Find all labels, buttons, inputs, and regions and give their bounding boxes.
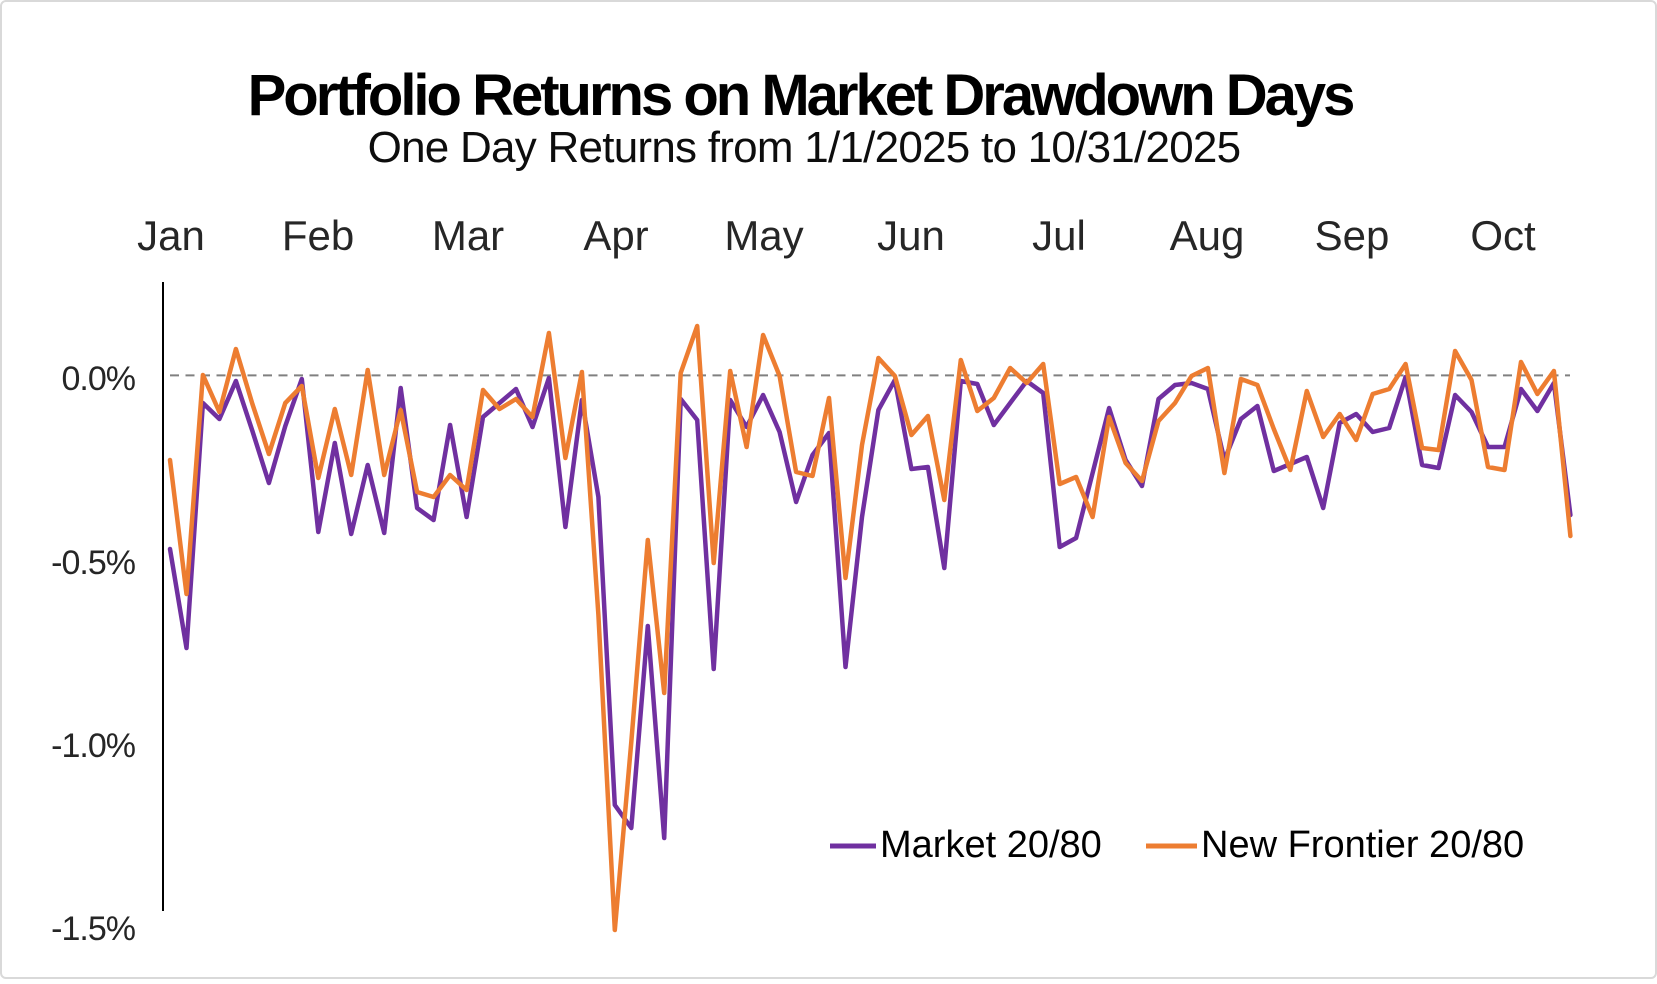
svg-text:New Frontier 20/80: New Frontier 20/80 xyxy=(1201,824,1524,866)
svg-text:Jun: Jun xyxy=(877,212,945,259)
svg-text:-1.5%: -1.5% xyxy=(51,910,136,948)
svg-text:Sep: Sep xyxy=(1315,212,1390,259)
svg-text:One Day Returns from 1/1/2025: One Day Returns from 1/1/2025 to 10/31/2… xyxy=(368,123,1241,172)
svg-text:Portfolio Returns on Market Dr: Portfolio Returns on Market Drawdown Day… xyxy=(248,63,1354,128)
svg-text:-0.5%: -0.5% xyxy=(51,544,136,582)
svg-text:-1.0%: -1.0% xyxy=(51,727,136,765)
svg-text:Jul: Jul xyxy=(1032,212,1086,259)
svg-text:Jan: Jan xyxy=(137,212,205,259)
svg-text:Aug: Aug xyxy=(1170,212,1245,259)
svg-text:Apr: Apr xyxy=(583,212,648,259)
svg-text:May: May xyxy=(724,212,803,259)
svg-text:Market 20/80: Market 20/80 xyxy=(880,824,1102,866)
svg-text:Oct: Oct xyxy=(1470,212,1536,259)
svg-text:Mar: Mar xyxy=(432,212,504,259)
svg-text:0.0%: 0.0% xyxy=(62,360,136,398)
svg-text:Feb: Feb xyxy=(282,212,354,259)
